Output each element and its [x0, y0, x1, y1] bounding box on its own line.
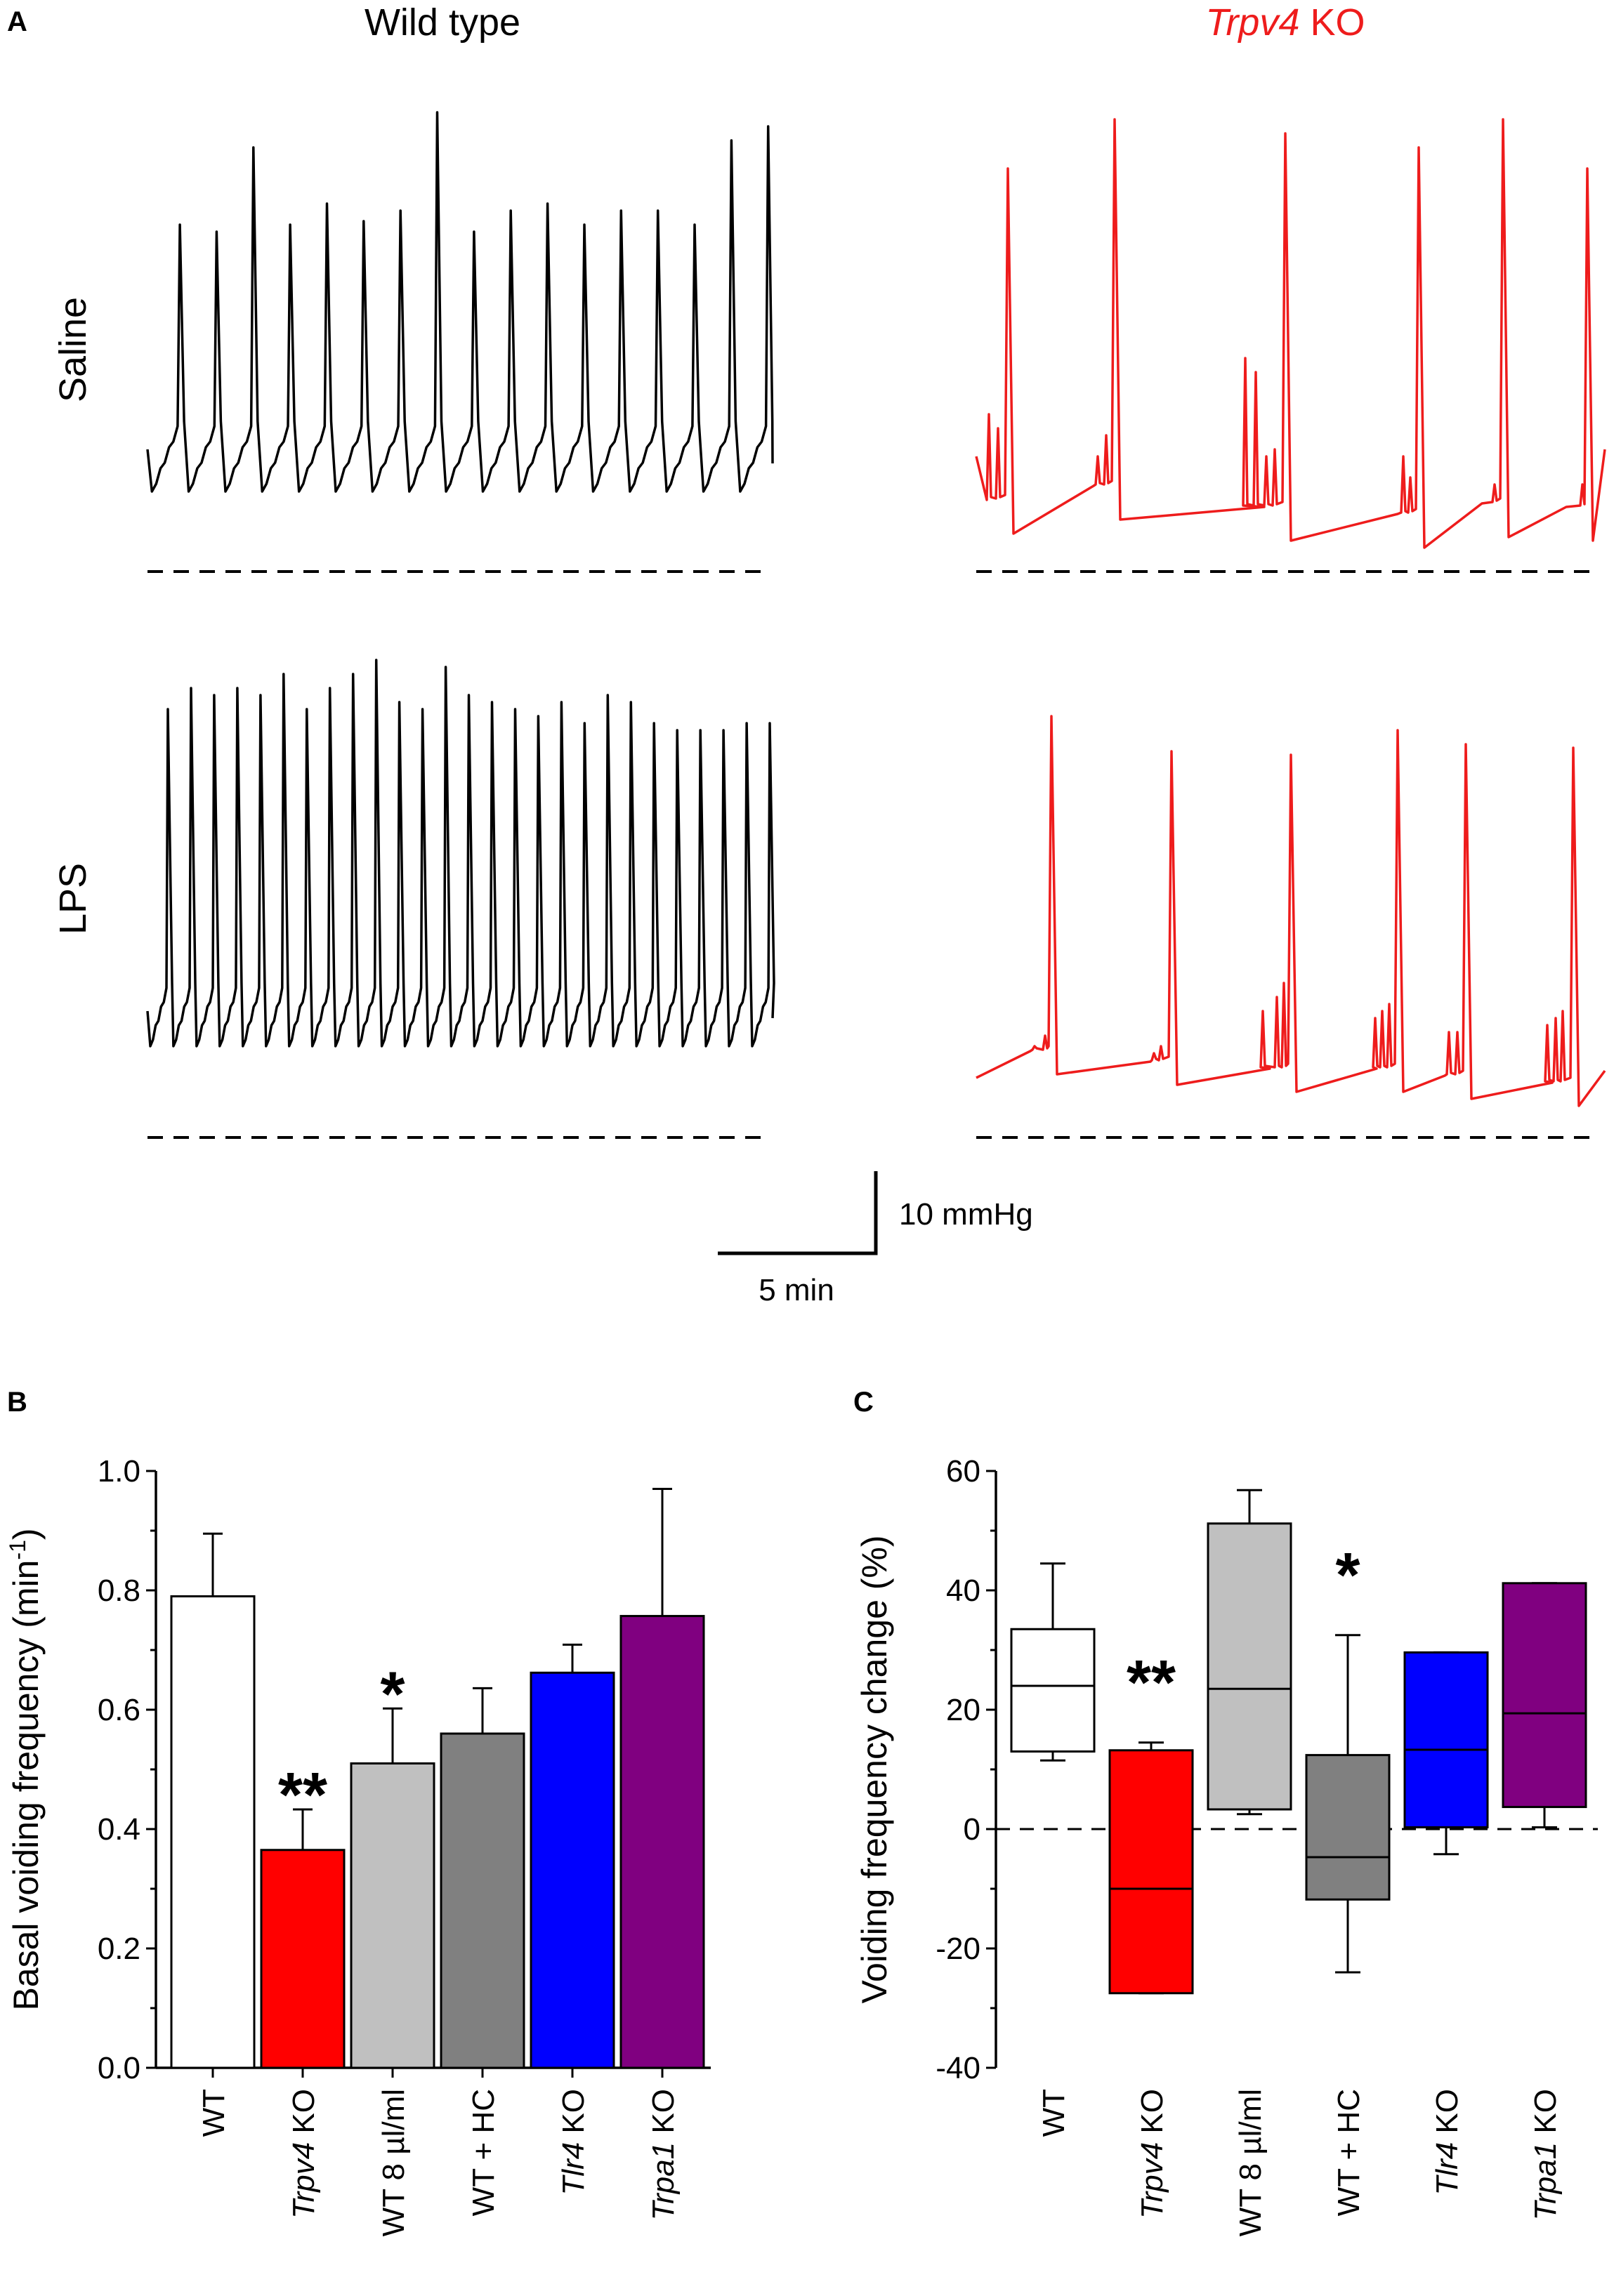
col-title-trpv4-ko: Trpv4 KO	[1205, 1, 1365, 44]
c-category-label: WT 8 µl/ml	[1233, 2089, 1268, 2236]
b-category-label-text: WT	[197, 2089, 231, 2137]
b-bar	[619, 1615, 705, 2069]
c-category-label-text: KO	[1430, 2089, 1464, 2142]
trace-wt-saline	[146, 111, 774, 493]
c-y-tick-label: -20	[936, 1932, 980, 1966]
trace-ko-lps	[976, 715, 1606, 1107]
b-category-label-italic: Trpv4	[287, 2142, 321, 2219]
b-category-label: Tlr4 KO	[556, 2089, 591, 2196]
b-category-label: Trpa1 KO	[646, 2089, 681, 2220]
b-y-tick-label: 0.6	[98, 1693, 140, 1727]
c-category-label-italic: Tlr4	[1430, 2142, 1464, 2196]
panel-letter-b: B	[7, 1387, 27, 1418]
b-category-label-text: KO	[646, 2089, 681, 2142]
scale-bar	[718, 1171, 878, 1255]
panel-letter-c: C	[853, 1387, 874, 1418]
c-box	[1305, 1754, 1391, 1901]
scale-bar-vertical-label: 10 mmHg	[899, 1197, 1033, 1232]
col-title-wild-type: Wild type	[365, 1, 520, 44]
row-label-saline: Saline	[52, 297, 94, 402]
c-box	[1010, 1628, 1096, 1753]
b-bar	[170, 1595, 256, 2069]
row-label-lps: LPS	[52, 863, 94, 935]
c-category-label-text: WT 8 µl/ml	[1233, 2089, 1268, 2236]
c-category-label: Tlr4 KO	[1430, 2089, 1464, 2196]
b-y-tick-label: 0.0	[98, 2051, 140, 2085]
panel-letter-a: A	[7, 6, 27, 37]
b-category-label: WT	[197, 2089, 231, 2137]
b-y-axis-label-main: Basal voiding frequency (min	[6, 1560, 46, 2011]
trace-ko-saline	[975, 118, 1606, 549]
c-box	[1403, 1651, 1489, 1828]
c-category-label: Trpv4 KO	[1135, 2089, 1169, 2219]
b-category-label: WT 8 µl/ml	[376, 2089, 411, 2236]
c-category-label-text: KO	[1528, 2089, 1563, 2142]
c-category-label: WT	[1037, 2089, 1071, 2137]
b-category-label: WT + HC	[466, 2089, 501, 2216]
c-category-label-text: WT + HC	[1332, 2089, 1366, 2216]
b-significance-marker: **	[278, 1760, 327, 1830]
c-y-tick-label: 40	[946, 1573, 980, 1608]
trace-wt-lps	[146, 659, 775, 1048]
col-title-trpv4-italic: Trpv4	[1205, 1, 1299, 44]
c-y-tick-label: -40	[936, 2051, 980, 2085]
c-box	[1207, 1522, 1292, 1811]
bar-chart-basal-frequency: 0.0 0.2 0.4 0.6 0.8 1.0 Basal voiding frequenc…	[5, 1454, 711, 2236]
c-significance-marker: *	[1335, 1540, 1360, 1611]
c-box	[1108, 1749, 1194, 1995]
b-bar	[260, 1849, 346, 2069]
c-category-label: Trpa1 KO	[1528, 2089, 1563, 2220]
b-y-tick-label: 1.0	[98, 1454, 140, 1489]
c-significance-marker: **	[1127, 1648, 1176, 1718]
b-category-label: Trpv4 KO	[287, 2089, 321, 2219]
b-y-tick-label: 0.2	[98, 1932, 140, 1966]
c-category-label-italic: Trpa1	[1528, 2142, 1563, 2221]
c-y-tick-label: 60	[946, 1454, 980, 1489]
box-chart-frequency-change: -40 -20 0 20 40 60 Voiding frequency change (%…	[855, 1454, 1598, 2236]
c-y-tick-label: 20	[946, 1693, 980, 1727]
b-category-label-italic: Tlr4	[556, 2142, 591, 2196]
b-y-axis-label-sup: -1	[5, 1540, 30, 1559]
b-y-axis-label-end: )	[6, 1528, 46, 1540]
c-category-label-text: KO	[1135, 2089, 1169, 2142]
b-bar	[350, 1762, 435, 2069]
c-y-axis-label: Voiding frequency change (%)	[855, 1535, 894, 2003]
b-bar	[440, 1732, 525, 2069]
b-y-tick-label: 0.4	[98, 1812, 140, 1847]
b-bar	[530, 1671, 615, 2069]
b-y-axis-label: Basal voiding frequency (min-1)	[5, 1528, 46, 2010]
b-significance-marker: *	[380, 1659, 405, 1729]
c-category-label-italic: Trpv4	[1135, 2142, 1169, 2219]
col-title-ko-suffix: KO	[1300, 1, 1365, 44]
c-box	[1502, 1582, 1587, 1809]
c-category-label: WT + HC	[1332, 2089, 1366, 2216]
b-category-label-text: KO	[287, 2089, 321, 2142]
c-y-tick-label: 0	[964, 1812, 980, 1847]
b-category-label-text: WT 8 µl/ml	[376, 2089, 411, 2236]
b-category-label-italic: Trpa1	[646, 2142, 681, 2221]
b-category-label-text: WT + HC	[466, 2089, 501, 2216]
b-category-label-text: KO	[556, 2089, 591, 2142]
scale-bar-horizontal-label: 5 min	[759, 1273, 834, 1307]
b-y-tick-label: 0.8	[98, 1573, 140, 1608]
c-category-label-text: WT	[1037, 2089, 1071, 2137]
